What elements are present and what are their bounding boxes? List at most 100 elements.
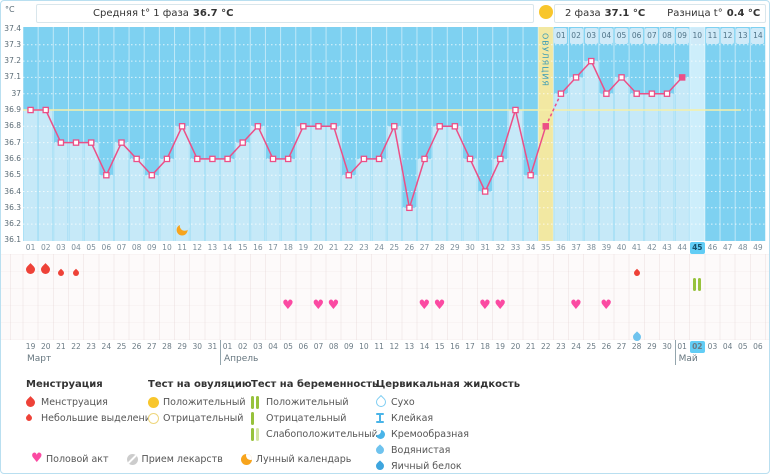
day-cell[interactable]: 29	[450, 243, 460, 252]
day-cell[interactable]: 26	[404, 243, 415, 252]
day-cell[interactable]: 43	[662, 243, 672, 252]
date-cell[interactable]: 09	[344, 342, 354, 351]
date-cell[interactable]: 21	[56, 342, 66, 351]
date-cell[interactable]: 24	[101, 342, 112, 351]
date-cell[interactable]: 17	[465, 342, 475, 351]
date-cell[interactable]: 11	[374, 342, 384, 351]
date-cell[interactable]: 20	[510, 342, 521, 351]
day-cell[interactable]: 41	[631, 243, 642, 252]
day-cell[interactable]: 35	[540, 243, 551, 252]
day-cell[interactable]: 34	[525, 243, 536, 252]
date-cell[interactable]: 24	[571, 342, 581, 351]
date-cell[interactable]: 19	[495, 342, 506, 351]
date-cell[interactable]: 04	[268, 342, 278, 351]
day-cell[interactable]: 15	[237, 243, 248, 252]
day-cell[interactable]: 05	[86, 243, 96, 252]
date-cell[interactable]: 12	[389, 342, 400, 351]
date-cell[interactable]: 29	[177, 342, 187, 351]
date-cell[interactable]: 01	[222, 342, 233, 351]
date-cell[interactable]: 27	[616, 342, 627, 351]
date-cell[interactable]: 05	[283, 342, 293, 351]
date-cell[interactable]: 08	[328, 342, 339, 351]
date-cell[interactable]: 28	[162, 342, 172, 351]
date-cell[interactable]: 07	[313, 342, 324, 351]
day-cell[interactable]: 31	[480, 243, 490, 252]
date-cell[interactable]: 03	[707, 342, 718, 351]
day-cell[interactable]: 07	[116, 243, 127, 252]
date-cell[interactable]: 25	[116, 342, 127, 351]
date-cell[interactable]: 31	[207, 342, 218, 351]
date-cell[interactable]: 13	[404, 342, 415, 351]
date-cell[interactable]: 02	[689, 341, 705, 353]
day-cell[interactable]: 03	[56, 243, 66, 252]
day-cell[interactable]: 17	[268, 243, 278, 252]
day-cell[interactable]: 22	[344, 243, 354, 252]
date-cell[interactable]: 23	[86, 342, 96, 351]
day-cell[interactable]: 18	[283, 243, 293, 252]
chart-canvas[interactable]: ОВУЛЯЦИЯ	[1, 1, 770, 242]
day-cell[interactable]: 09	[147, 243, 157, 252]
date-cell[interactable]: 16	[450, 342, 460, 351]
date-cell[interactable]: 02	[237, 342, 248, 351]
day-cell[interactable]: 38	[586, 243, 596, 252]
day-cell[interactable]: 11	[177, 243, 187, 252]
day-cell[interactable]: 27	[419, 243, 430, 252]
date-cell[interactable]: 04	[722, 342, 733, 351]
day-cell[interactable]: 39	[601, 243, 612, 252]
date-cell[interactable]: 22	[540, 342, 551, 351]
day-cell[interactable]: 19	[298, 243, 309, 252]
day-cell[interactable]: 23	[359, 243, 369, 252]
day-cell[interactable]: 10	[162, 243, 172, 252]
day-cell[interactable]: 49	[753, 243, 763, 252]
day-cell[interactable]: 01	[25, 243, 36, 252]
day-cell[interactable]: 13	[207, 243, 218, 252]
bbt-chart[interactable]: ОВУЛЯЦИЯ	[1, 1, 770, 242]
day-cell[interactable]: 46	[707, 243, 718, 252]
date-cell[interactable]: 10	[359, 342, 369, 351]
day-cell[interactable]: 42	[647, 243, 657, 252]
day-cell[interactable]: 44	[677, 243, 687, 252]
day-cell[interactable]: 37	[571, 243, 581, 252]
day-cell[interactable]: 02	[40, 243, 51, 252]
date-cell[interactable]: 25	[586, 342, 596, 351]
day-cell[interactable]: 12	[192, 243, 203, 252]
date-cell[interactable]: 18	[480, 342, 490, 351]
date-cell[interactable]: 14	[419, 342, 430, 351]
date-cell[interactable]: 22	[71, 342, 81, 351]
day-cell[interactable]: 08	[131, 243, 142, 252]
date-cell[interactable]: 19	[25, 342, 36, 351]
day-cell[interactable]: 06	[101, 243, 112, 252]
date-cell[interactable]: 15	[434, 342, 445, 351]
date-cell[interactable]: 27	[147, 342, 157, 351]
day-cell[interactable]: 25	[389, 243, 400, 252]
day-cell[interactable]: 45	[689, 242, 705, 254]
date-cell[interactable]: 06	[298, 342, 309, 351]
day-cell[interactable]: 40	[616, 243, 627, 252]
day-cell[interactable]: 20	[313, 243, 324, 252]
day-cell[interactable]: 47	[722, 243, 733, 252]
date-cell[interactable]: 30	[192, 342, 203, 351]
date-cell[interactable]: 29	[647, 342, 657, 351]
date-cell[interactable]: 26	[601, 342, 612, 351]
day-cell[interactable]: 16	[253, 243, 263, 252]
day-cell[interactable]: 36	[556, 243, 566, 252]
day-cell[interactable]: 33	[510, 243, 521, 252]
date-cell[interactable]: 26	[131, 342, 142, 351]
day-cell[interactable]: 04	[71, 243, 81, 252]
date-cell[interactable]: 05	[737, 342, 748, 351]
day-cell[interactable]: 48	[737, 243, 748, 252]
date-cell[interactable]: 06	[753, 342, 763, 351]
day-cell[interactable]: 28	[434, 243, 445, 252]
day-cell[interactable]: 14	[222, 243, 233, 252]
day-cell[interactable]: 24	[374, 243, 384, 252]
date-cell[interactable]: 30	[662, 342, 672, 351]
date-cell[interactable]: 01	[677, 342, 687, 351]
date-cell[interactable]: 28	[631, 342, 642, 351]
day-cell[interactable]: 32	[495, 243, 506, 252]
date-cell[interactable]: 23	[556, 342, 566, 351]
date-cell[interactable]: 03	[253, 342, 263, 351]
date-cell[interactable]: 20	[40, 342, 51, 351]
day-cell[interactable]: 30	[465, 243, 475, 252]
day-cell[interactable]: 21	[328, 243, 339, 252]
date-cell[interactable]: 21	[525, 342, 536, 351]
